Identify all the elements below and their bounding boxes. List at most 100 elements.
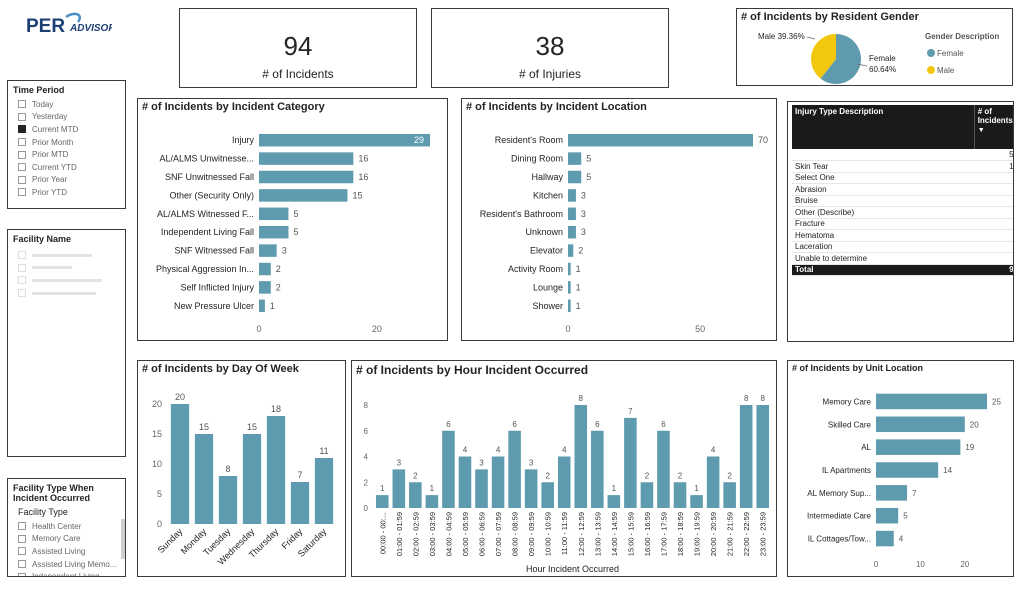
bar[interactable] [508,430,521,508]
facility-type-option[interactable]: Independent Living [18,570,116,576]
facility-name-option[interactable] [18,287,102,300]
bar[interactable] [290,482,310,524]
bar[interactable] [259,170,354,184]
table-row[interactable]: Select One8 [792,172,1013,184]
bar[interactable] [475,469,488,508]
bar[interactable] [568,225,576,239]
bar[interactable] [568,133,753,147]
facility-name-option[interactable] [18,274,102,287]
bar[interactable] [242,434,262,524]
time-period-option[interactable]: Today [18,98,78,111]
bar[interactable] [706,456,720,509]
checkbox[interactable] [18,125,26,134]
facility-type-option[interactable]: Health Center [18,520,116,533]
bar[interactable] [568,189,576,202]
pie-slice-male[interactable] [811,34,836,79]
facility-type-scrollbar[interactable] [121,519,125,559]
checkbox[interactable] [18,534,26,543]
facility-name-option[interactable] [18,249,102,262]
bar[interactable] [756,405,770,508]
bar[interactable] [375,495,389,508]
bar[interactable] [259,207,289,221]
bar[interactable] [568,244,574,257]
bar[interactable] [568,152,582,165]
bar[interactable] [259,262,271,276]
bar[interactable] [194,434,214,524]
bar[interactable] [557,456,571,509]
bar[interactable] [541,482,554,508]
time-period-option[interactable]: Prior Year [18,174,78,187]
bar[interactable] [568,262,571,276]
bar[interactable] [723,482,736,508]
bar[interactable] [574,405,588,508]
facility-name-option[interactable] [18,262,102,275]
pie-slice-female[interactable] [820,34,861,84]
facility-type-option[interactable]: Assisted Living [18,545,116,558]
bar[interactable] [425,495,439,508]
bar[interactable] [259,281,271,294]
bar[interactable] [876,462,939,478]
bar[interactable] [568,207,576,221]
bar[interactable] [607,495,621,508]
bar[interactable] [491,456,505,509]
injury-col-count[interactable]: # of Incidents ▼ [973,105,1013,149]
bar[interactable] [266,416,286,524]
bar[interactable] [458,456,472,509]
bar[interactable] [876,507,899,524]
table-row[interactable]: Laceration1 [792,241,1013,253]
facility-type-option[interactable]: Memory Care [18,533,116,546]
checkbox[interactable] [18,572,26,576]
bar[interactable] [259,133,430,147]
bar[interactable] [876,439,961,455]
bar[interactable] [739,405,753,508]
table-row[interactable]: Abrasion5 [792,183,1013,196]
checkbox[interactable] [18,188,26,197]
time-period-option[interactable]: Current YTD [18,161,78,174]
checkbox[interactable] [18,112,26,121]
bar[interactable] [876,485,908,501]
bar[interactable] [259,152,354,165]
bar[interactable] [170,404,190,524]
bar[interactable] [259,189,348,202]
checkbox[interactable] [18,560,26,569]
bar[interactable] [259,225,289,239]
checkbox[interactable] [18,163,26,172]
time-period-option[interactable]: Yesterday [18,111,78,124]
bar[interactable] [624,417,637,508]
table-row[interactable]: 57 [792,149,1013,161]
table-row[interactable]: Hematoma1 [792,229,1013,242]
bar[interactable] [524,469,538,508]
facility-type-option[interactable]: Assisted Living Memo... [18,558,116,571]
table-row[interactable]: Unable to determine1 [792,252,1013,265]
bar[interactable] [259,244,277,257]
bar[interactable] [876,416,965,433]
bar[interactable] [392,469,406,508]
checkbox[interactable] [18,175,26,184]
bar[interactable] [568,170,582,184]
time-period-option[interactable]: Current MTD [18,123,78,136]
time-period-option[interactable]: Prior MTD [18,148,78,161]
checkbox[interactable] [18,547,26,556]
bar[interactable] [876,530,894,547]
bar[interactable] [568,299,571,313]
table-row[interactable]: Skin Tear12 [792,160,1013,173]
checkbox[interactable] [18,522,26,531]
bar[interactable] [409,482,422,508]
bar[interactable] [218,476,238,524]
bar[interactable] [640,482,654,508]
bar[interactable] [690,495,703,508]
bar[interactable] [568,281,571,294]
table-row[interactable]: Bruise4 [792,195,1013,207]
checkbox[interactable] [18,150,26,159]
time-period-option[interactable]: Prior Month [18,136,78,149]
injury-col-description[interactable]: Injury Type Description [792,105,975,149]
table-row[interactable]: Fracture2 [792,218,1013,230]
bar[interactable] [876,393,987,410]
time-period-option[interactable]: Prior YTD [18,186,78,199]
bar[interactable] [591,430,604,508]
checkbox[interactable] [18,138,26,147]
checkbox[interactable] [18,100,26,109]
table-row[interactable]: Other (Describe)4 [792,206,1013,219]
bar[interactable] [259,299,265,313]
bar[interactable] [442,430,455,508]
